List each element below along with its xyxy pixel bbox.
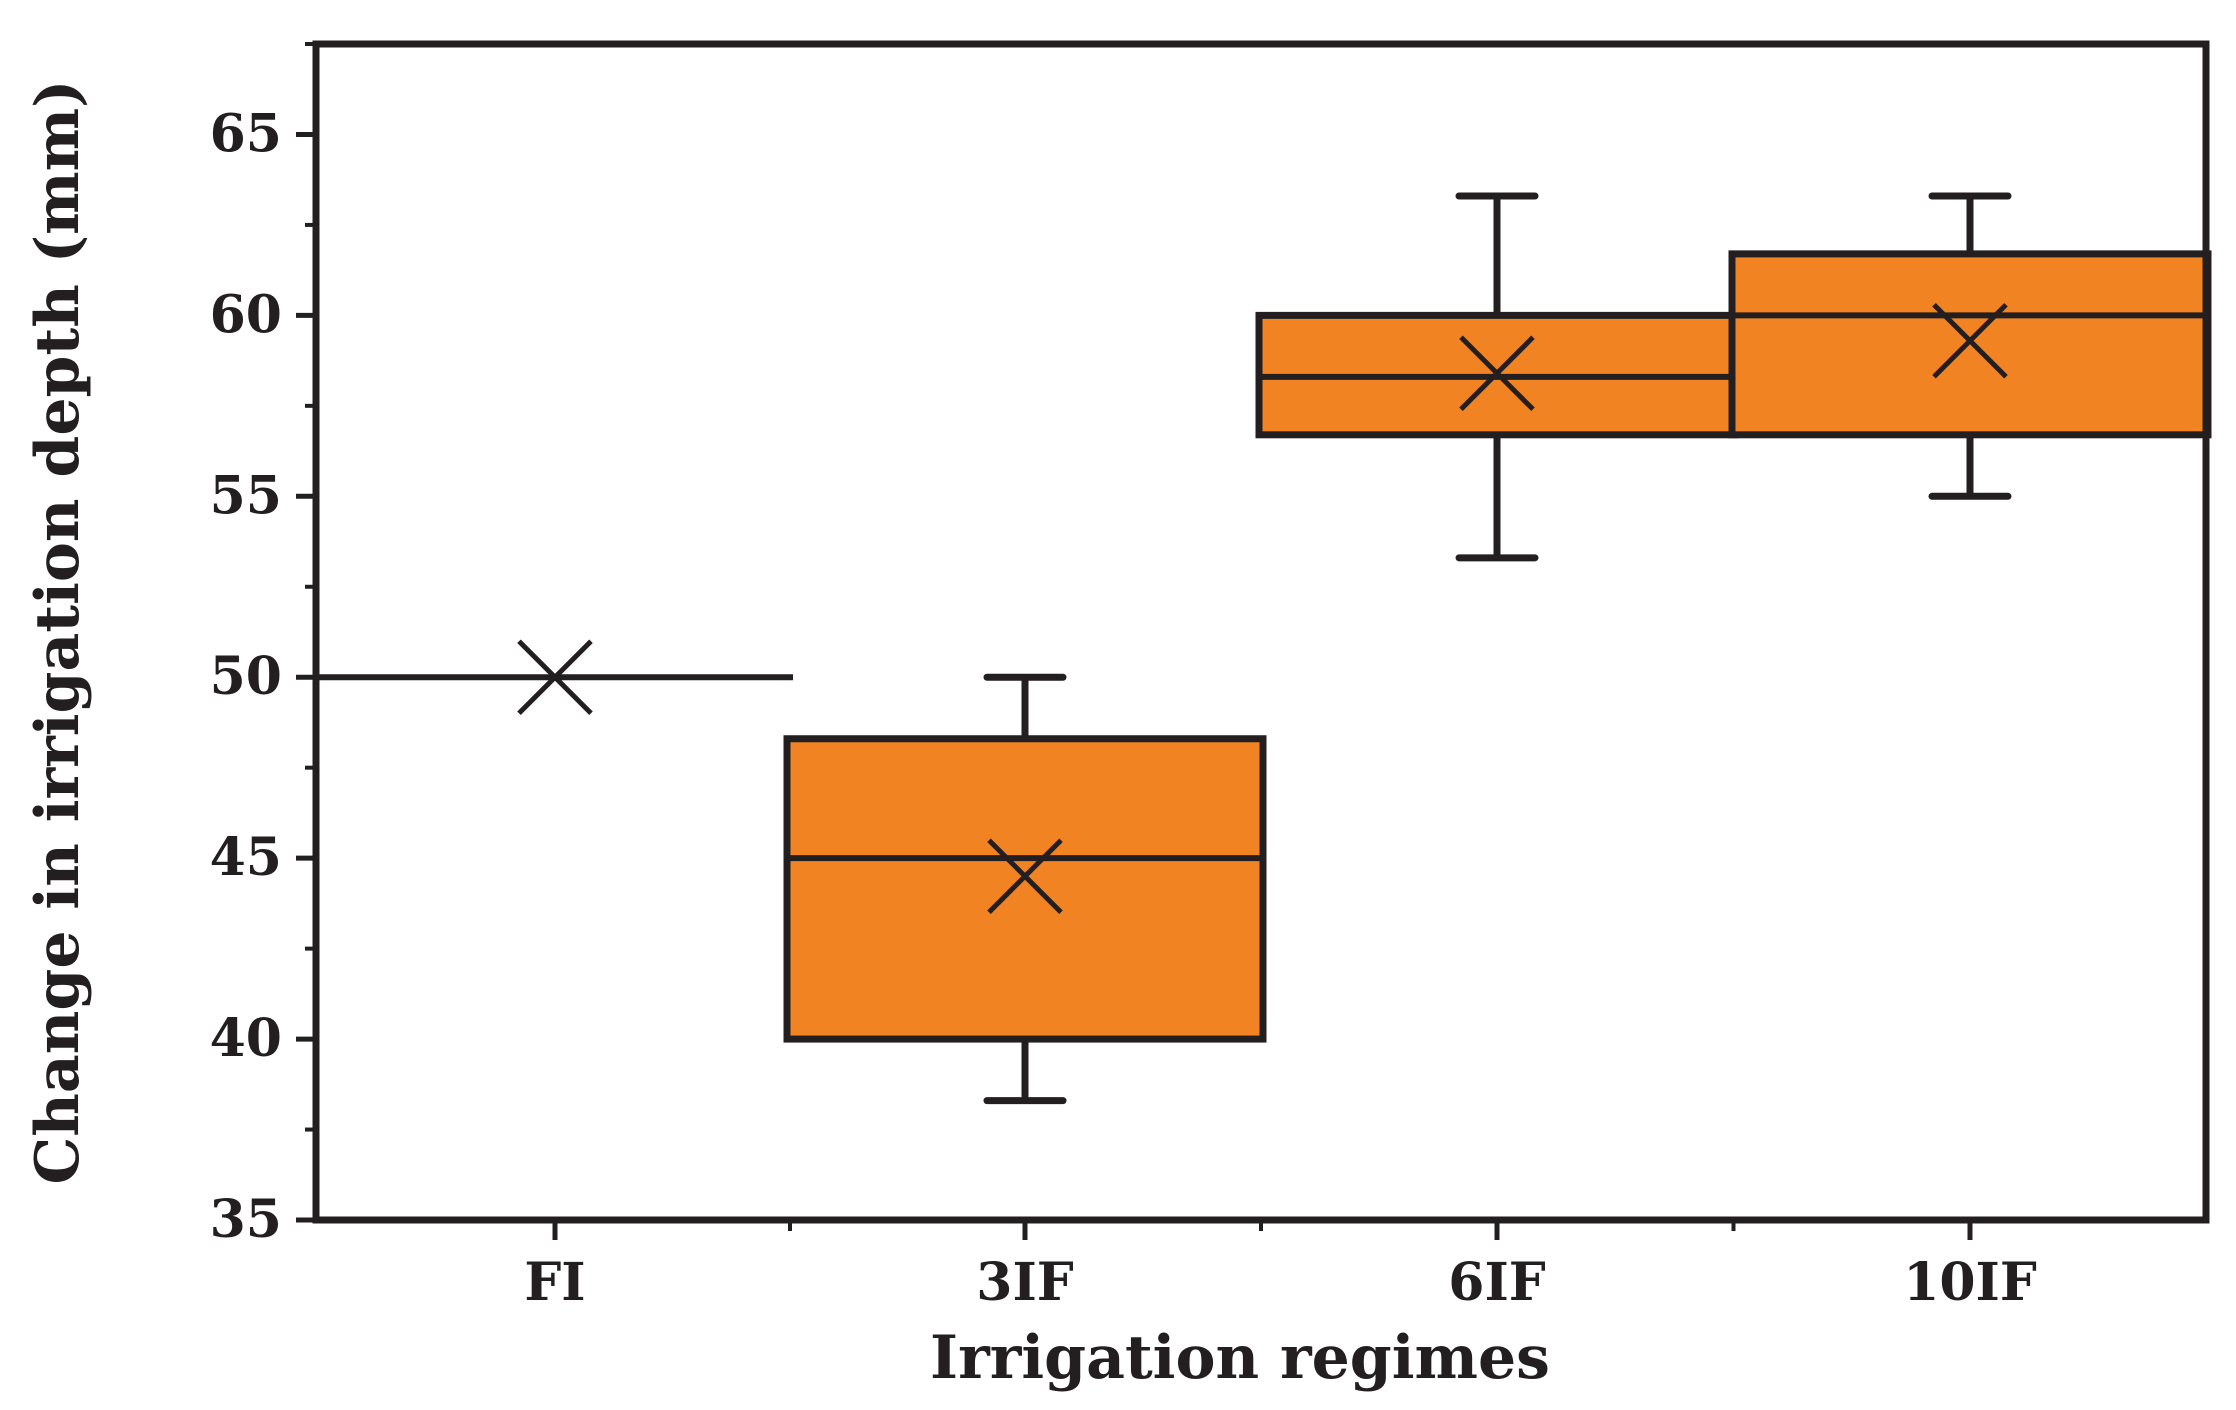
- box-10if: [1728, 192, 2212, 500]
- y-axis: 35 40 45 50 55 60 65: [210, 42, 316, 1250]
- mean-marker-stroke: [1459, 335, 1535, 412]
- box-fi: [317, 639, 793, 715]
- x-axis: FI 3IF 6IF 10IF: [524, 1220, 2037, 1313]
- y-axis-title: Change in irrigation depth (mm): [23, 80, 93, 1185]
- x-tick-label: 6IF: [1448, 1252, 1546, 1313]
- mean-marker: [517, 639, 593, 715]
- y-tick-label: 45: [210, 827, 282, 888]
- chart-marks: [317, 192, 2212, 1105]
- mean-marker-stroke: [987, 838, 1063, 915]
- y-tick-label: 60: [210, 284, 282, 345]
- x-tick-label: 3IF: [976, 1252, 1074, 1313]
- interquartile-box: [783, 735, 1267, 1043]
- y-tick-label: 55: [210, 465, 282, 526]
- interquartile-box: [1728, 250, 2212, 439]
- y-tick-label: 50: [210, 646, 282, 707]
- y-tick-label: 35: [210, 1189, 282, 1250]
- x-tick-label: 10IF: [1903, 1252, 2037, 1313]
- mean-marker: [987, 838, 1063, 915]
- y-tick-label: 40: [210, 1008, 282, 1069]
- mean-marker: [1459, 335, 1535, 412]
- mean-marker-stroke: [1932, 302, 2008, 379]
- y-tick-label: 65: [210, 103, 282, 164]
- box-3if: [783, 673, 1267, 1105]
- mean-marker: [1932, 302, 2008, 379]
- x-axis-title: Irrigation regimes: [930, 1323, 1550, 1393]
- mean-marker-stroke: [517, 639, 593, 715]
- x-tick-label: FI: [524, 1252, 585, 1313]
